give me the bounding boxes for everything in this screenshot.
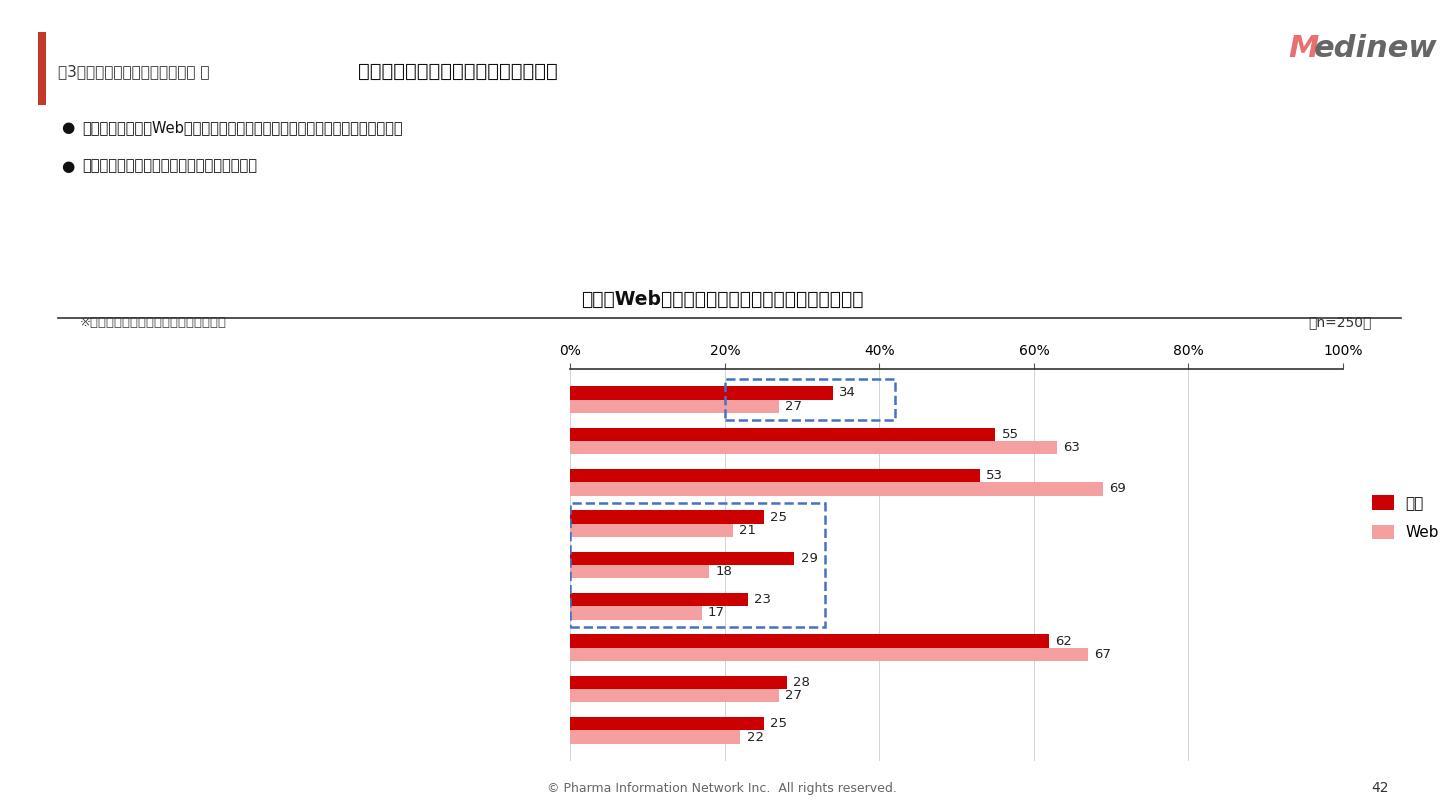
Bar (570, 428, 995, 441)
Bar (570, 676, 787, 689)
Bar (570, 469, 980, 482)
Bar (570, 607, 702, 620)
Text: 23: 23 (754, 593, 771, 606)
Text: リアル講演会は他の医師との交流機会: リアル講演会は他の医師との交流機会 (358, 62, 557, 81)
Text: M: M (1288, 34, 1318, 63)
Bar (570, 634, 1050, 648)
Text: 27: 27 (786, 689, 803, 702)
Bar (570, 523, 732, 537)
Text: 29: 29 (800, 552, 817, 565)
Bar (570, 503, 826, 627)
Text: 28: 28 (793, 676, 810, 689)
Text: © Pharma Information Network Inc.  All rights reserved.: © Pharma Information Network Inc. All ri… (547, 782, 897, 795)
Bar (570, 717, 764, 731)
Text: ●: ● (61, 121, 74, 135)
Text: 22: 22 (747, 731, 764, 744)
Text: 18: 18 (716, 565, 732, 578)
Text: 62: 62 (1056, 634, 1073, 647)
Text: 気軽に質問ができるのもリアルの魅力である: 気軽に質問ができるのもリアルの魅力である (82, 159, 257, 173)
Bar (570, 565, 709, 578)
Text: 25: 25 (770, 510, 787, 523)
Bar (570, 399, 778, 413)
Text: 34: 34 (839, 386, 856, 399)
Bar (570, 689, 778, 702)
Bar (570, 482, 1103, 496)
Text: 69: 69 (1109, 483, 1126, 496)
Text: （n=250）: （n=250） (1308, 315, 1372, 329)
Bar (570, 593, 748, 607)
Text: 25: 25 (770, 718, 787, 731)
Text: 63: 63 (1063, 441, 1080, 454)
Text: 21: 21 (739, 524, 755, 537)
Text: 53: 53 (986, 469, 1004, 482)
Bar (570, 731, 741, 744)
Bar (570, 648, 1087, 661)
Text: edinew: edinew (1314, 34, 1438, 63)
Bar (725, 379, 895, 420)
Bar (570, 552, 794, 565)
Text: 55: 55 (1002, 428, 1018, 441)
Text: ●: ● (61, 159, 74, 173)
Text: リアル講演会ではWeb講演会と比べて他の参加医師との交流が求められる傾向: リアル講演会ではWeb講演会と比べて他の参加医師との交流が求められる傾向 (82, 121, 403, 135)
Text: 42: 42 (1372, 782, 1389, 795)
Text: 対面・Web別：製薬企業主催の講演会を評価する点: 対面・Web別：製薬企業主催の講演会を評価する点 (580, 291, 864, 309)
Legend: 対面, Web: 対面, Web (1366, 489, 1444, 547)
Text: ※「重視する」「まあ重視する」の合計: ※「重視する」「まあ重視する」の合計 (79, 316, 227, 329)
Bar (570, 510, 764, 523)
Bar (570, 386, 833, 399)
Text: 17: 17 (708, 607, 725, 620)
Bar (570, 441, 1057, 454)
Text: 27: 27 (786, 399, 803, 412)
Text: 67: 67 (1095, 648, 1110, 661)
Text: （3）製薬企業との関わりの実態 ｜: （3）製薬企業との関わりの実態 ｜ (58, 64, 214, 79)
